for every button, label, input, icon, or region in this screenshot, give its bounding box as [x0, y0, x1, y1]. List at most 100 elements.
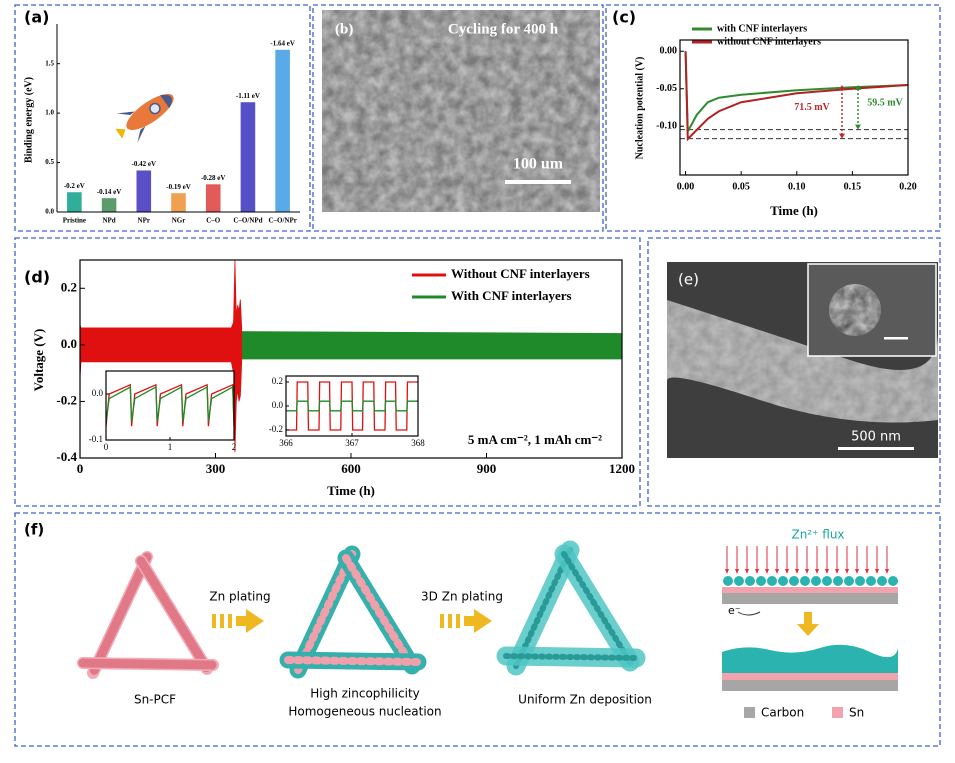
flux-arrow-head — [735, 569, 739, 574]
annotation: 5 mA cm⁻², 1 mAh cm⁻² — [468, 432, 602, 447]
annotation: 59.5 mV — [867, 98, 903, 109]
y-tick-label: -0.2 — [56, 392, 77, 407]
panel-frame — [647, 237, 941, 507]
x-tick-label: 368 — [411, 438, 425, 448]
rod — [513, 547, 573, 669]
rod — [294, 550, 356, 674]
y-tick-label: -0.05 — [656, 83, 677, 94]
y-tick-label: 0.2 — [272, 376, 283, 386]
stage-label: Homogeneous nucleation — [288, 705, 441, 719]
panel-label: (c) — [612, 8, 636, 27]
rocket-icon — [115, 93, 174, 143]
x-tick-label: NPd — [102, 217, 115, 225]
y-axis-label: Nucleation potential (V) — [634, 57, 645, 160]
flux-arrow-head — [725, 569, 729, 574]
panel-label: (f) — [24, 521, 44, 539]
y-tick-label: -0.10 — [656, 121, 677, 132]
legend-label: without CNF interlayers — [717, 36, 821, 47]
zn-layer — [722, 644, 898, 673]
zn-ion — [866, 576, 876, 586]
scale-bar-label: 100 um — [513, 156, 564, 173]
panel-frame — [14, 512, 941, 747]
y-tick-label: -0.4 — [56, 449, 77, 464]
legend-label: With CNF interlayers — [451, 288, 572, 303]
panel-frame — [14, 237, 641, 507]
value-label: -1.11 eV — [236, 92, 260, 100]
zn-ion — [734, 576, 744, 586]
x-tick-label: NGr — [172, 217, 186, 225]
carbon-layer — [722, 593, 898, 604]
flux-arrow-head — [845, 569, 849, 574]
rod — [561, 551, 633, 665]
y-tick-label: 0.0 — [61, 336, 77, 351]
y-axis-label: Binding energy (eV) — [23, 77, 34, 163]
image-caption: Cycling for 400 h — [448, 21, 559, 37]
x-tick-label: 0 — [77, 461, 84, 476]
value-label: -1.64 eV — [270, 39, 295, 47]
bar — [136, 170, 152, 212]
annotation-arrowhead — [855, 85, 861, 130]
bar — [205, 184, 221, 212]
inset-background — [106, 371, 234, 440]
y-tick-label: 0.0 — [272, 400, 284, 410]
x-tick-label: 600 — [341, 461, 361, 476]
step-label: Zn plating — [209, 590, 270, 604]
series-line — [105, 386, 235, 422]
rod — [88, 552, 152, 678]
y-tick-label: -0.1 — [89, 434, 103, 444]
legend-swatch — [832, 707, 843, 718]
flux-arrow-head — [825, 569, 829, 574]
y-tick-label: 1.5 — [45, 59, 54, 67]
x-tick-label: C–O — [206, 217, 221, 225]
sem-texture — [322, 10, 600, 212]
inset-particle — [829, 284, 881, 336]
flux-arrow-head — [875, 569, 879, 574]
panel-frame — [14, 4, 311, 232]
x-axis-label: Time (h) — [770, 203, 818, 218]
stage-label: High zincophilicity — [310, 687, 420, 701]
schematic — [77, 540, 646, 679]
zn-ion — [833, 576, 843, 586]
flux-arrow-head — [815, 569, 819, 574]
plot-frame — [679, 39, 909, 176]
y-tick-label: 0.0 — [45, 208, 54, 216]
y-tick-label: 0.5 — [45, 158, 54, 166]
zn-ion — [789, 576, 799, 586]
y-tick-label: 1.0 — [45, 109, 54, 117]
x-tick-label: C–O/NPr — [268, 217, 296, 225]
series-line — [684, 51, 909, 142]
y-tick-label: 0.0 — [92, 388, 104, 398]
bar — [171, 193, 186, 212]
y-tick-label: 0.2 — [61, 279, 77, 294]
flux-arrow-head — [795, 569, 799, 574]
annotation: 71.5 mV — [794, 102, 830, 113]
value-label: -0.2 eV — [64, 182, 85, 190]
scale-bar — [838, 447, 914, 450]
x-tick-label: 366 — [279, 438, 293, 448]
series-line — [286, 400, 418, 412]
scale-bar-label: 500 nm — [851, 430, 901, 445]
panel-label: (b) — [335, 21, 353, 37]
flux-label: Zn²⁺ flux — [791, 528, 844, 542]
flux-arrows — [723, 546, 898, 586]
sn-layer — [722, 587, 898, 593]
x-tick-label: C–O/NPd — [233, 217, 262, 225]
zn-ion — [844, 576, 854, 586]
flux-arrow-head — [755, 569, 759, 574]
y-tick-label: -0.2 — [269, 424, 283, 434]
scale-bar — [884, 337, 908, 340]
x-tick-label: 300 — [206, 461, 226, 476]
legend-label: Carbon — [761, 706, 804, 720]
rod — [503, 653, 639, 661]
x-tick-label: 367 — [345, 438, 359, 448]
zn-ion — [888, 576, 898, 586]
flux-arrow-head — [805, 569, 809, 574]
x-tick-label: 1 — [168, 442, 173, 452]
legend-swatch — [744, 707, 755, 718]
value-label: -0.42 eV — [132, 160, 157, 168]
rod — [342, 554, 416, 670]
value-label: -0.19 eV — [166, 183, 191, 191]
scale-bar — [505, 180, 571, 184]
zn-ion — [767, 576, 777, 586]
